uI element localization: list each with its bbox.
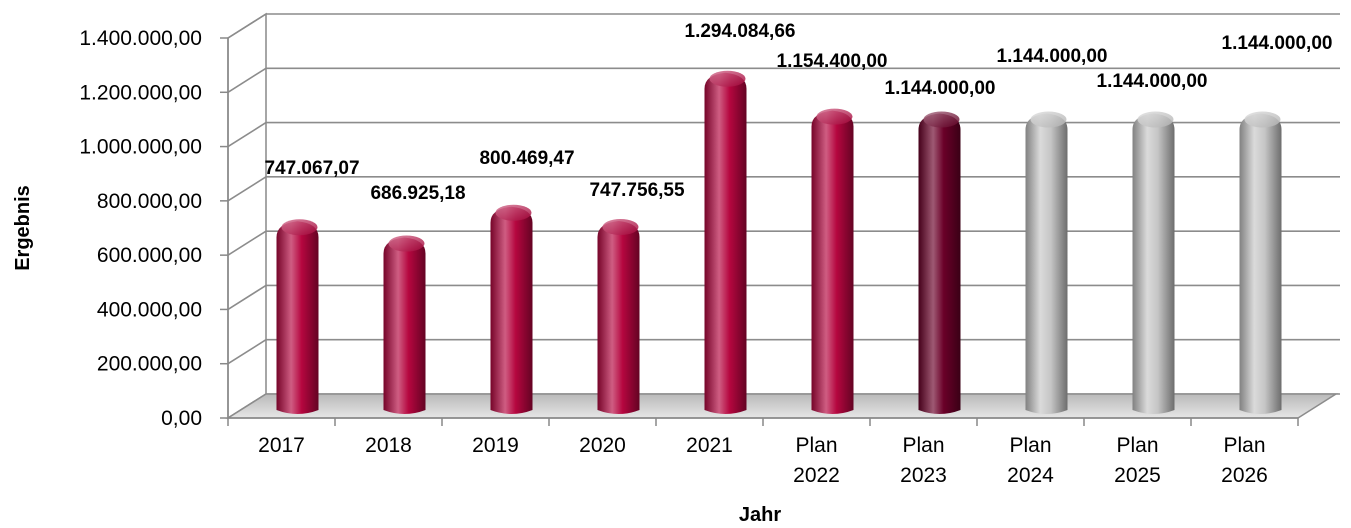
gridline (227, 67, 1340, 93)
bar-body (276, 221, 319, 414)
data-label: 1.144.000,00 (885, 78, 996, 99)
y-tick-label: 0,00 (161, 407, 202, 430)
x-tick-label: 2020 (579, 434, 626, 457)
bar-body (1132, 113, 1175, 414)
bar-body (704, 72, 747, 415)
data-label: 747.756,55 (589, 180, 685, 201)
y-tick-label: 1.400.000,00 (79, 27, 202, 50)
x-tick-label: Plan (1223, 434, 1265, 457)
data-label: 1.294.084,66 (685, 21, 796, 42)
y-tick-label: 200.000,00 (97, 353, 202, 376)
x-tick-label: 2024 (1007, 464, 1054, 487)
x-tick-label: 2018 (365, 434, 412, 457)
y-tick-label: 800.000,00 (97, 190, 202, 213)
bar-cap (1137, 111, 1174, 128)
chart-walls (227, 12, 267, 420)
x-tick-label: 2026 (1221, 464, 1268, 487)
bar (704, 70, 747, 415)
x-tick-label: Plan (795, 434, 837, 457)
bar-body (490, 206, 533, 414)
data-labels: 747.067,07 686.925,18 800.469,47 747.756,55… (264, 21, 1332, 204)
bars (276, 70, 1282, 415)
x-axis-ticks: 2017 2018 2019 2020 2021 Plan 2022 Plan 2023 Plan… (227, 417, 1299, 487)
gridlines (227, 13, 1340, 419)
bar (383, 235, 426, 414)
data-label: 1.144.000,00 (1097, 71, 1208, 92)
bar (811, 108, 854, 415)
x-tick-label: Plan (1009, 434, 1051, 457)
bar-cap (281, 219, 318, 236)
y-tick-label: 600.000,00 (97, 244, 202, 267)
bar (1239, 111, 1282, 414)
data-label: 686.925,18 (370, 183, 465, 204)
x-tick-label: 2023 (900, 464, 947, 487)
x-tick-label: 2025 (1114, 464, 1161, 487)
bar (1025, 111, 1068, 414)
gridline (227, 121, 1340, 148)
bar-cap (388, 235, 425, 252)
bar-body (1239, 113, 1282, 414)
bar (490, 204, 533, 414)
x-axis-title: Jahr (739, 504, 781, 526)
gridline (227, 13, 1340, 39)
x-tick-label: 2019 (472, 434, 519, 457)
data-label: 800.469,47 (479, 148, 574, 169)
data-label: 747.067,07 (264, 158, 359, 179)
bar-cap (709, 70, 746, 87)
bar-body (383, 237, 426, 414)
bar-cap (923, 111, 960, 128)
x-tick-label: 2021 (686, 434, 733, 457)
bar (1132, 111, 1175, 414)
x-tick-label: 2022 (793, 464, 840, 487)
left-wall (227, 12, 267, 420)
x-tick-label: 2017 (258, 434, 305, 457)
y-tick-label: 400.000,00 (97, 298, 202, 321)
gridline (227, 284, 1340, 311)
bar-cap (816, 108, 853, 125)
data-label: 1.144.000,00 (1222, 33, 1333, 54)
data-label: 1.144.000,00 (997, 46, 1108, 67)
bar-cap (602, 219, 639, 236)
bar-cap (1244, 111, 1281, 128)
x-tick-label: Plan (1116, 434, 1158, 457)
bar-body (1025, 113, 1068, 414)
bar (918, 111, 961, 414)
bar-cap (1030, 111, 1067, 128)
gridline (227, 338, 1340, 365)
bar-body (918, 113, 961, 414)
gridline (227, 176, 1340, 202)
y-tick-label: 1.200.000,00 (79, 81, 202, 104)
y-axis-ticks: 0,00 200.000,00 400.000,00 600.000,00 800.00… (79, 27, 229, 430)
y-axis-title: Ergebnis (12, 185, 34, 271)
bar (597, 219, 640, 414)
bar (276, 219, 319, 414)
gridline (227, 230, 1340, 256)
bar-cap (495, 204, 532, 221)
y-tick-label: 1.000.000,00 (79, 136, 202, 159)
bar-body (597, 221, 640, 414)
data-label: 1.154.400,00 (777, 51, 888, 72)
bar-body (811, 110, 854, 415)
x-tick-label: Plan (902, 434, 944, 457)
